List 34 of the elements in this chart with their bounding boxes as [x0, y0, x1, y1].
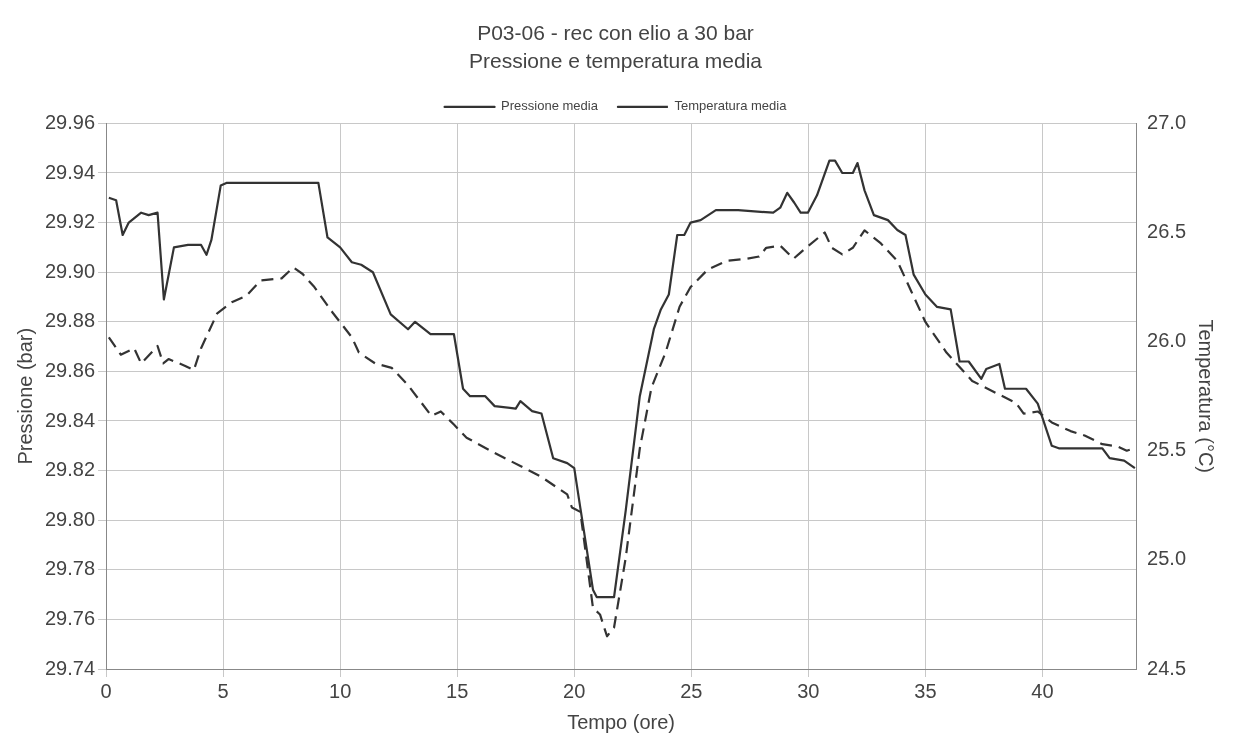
- legend-label: Pressione media: [501, 98, 599, 114]
- y-tick-label: 29.94: [44, 160, 96, 183]
- y-tick-label: 29.86: [44, 358, 96, 381]
- x-tick-label: 15: [446, 679, 469, 702]
- y2-tick-label: 25.5: [1147, 438, 1187, 461]
- chart-title: P03-06 - rec con elio a 30 bar: [477, 21, 754, 45]
- y-tick-label: 29.74: [44, 656, 96, 679]
- y-tick-label: 29.88: [44, 309, 96, 332]
- y-tick-label: 29.84: [44, 408, 96, 431]
- y2-tick-label: 24.5: [1147, 656, 1187, 679]
- y-axis-title: Pressione (bar): [13, 327, 36, 465]
- x-tick-label: 5: [217, 679, 229, 702]
- x-tick-label: 35: [914, 679, 937, 702]
- y2-tick-label: 27.0: [1147, 110, 1187, 133]
- y-tick-label: 29.96: [44, 110, 96, 133]
- x-axis-title: Tempo (ore): [567, 710, 675, 733]
- x-tick-label: 25: [680, 679, 703, 702]
- y-tick-label: 29.90: [44, 259, 96, 282]
- x-tick-label: 40: [1031, 679, 1054, 702]
- x-tick-label: 0: [100, 679, 112, 702]
- y2-tick-label: 25.0: [1147, 547, 1187, 570]
- y2-tick-label: 26.5: [1147, 220, 1187, 243]
- y-tick-label: 29.80: [44, 507, 96, 530]
- y-tick-label: 29.92: [44, 210, 96, 233]
- y2-axis-title: Temperatura (°C): [1195, 319, 1218, 473]
- y2-tick-label: 26.0: [1147, 329, 1187, 352]
- chart-subtitle: Pressione e temperatura media: [469, 48, 763, 72]
- x-tick-label: 20: [563, 679, 586, 702]
- y-tick-label: 29.76: [44, 606, 96, 629]
- y-tick-label: 29.78: [44, 557, 96, 580]
- x-tick-label: 10: [329, 679, 352, 702]
- x-tick-label: 30: [797, 679, 820, 702]
- legend-label: Temperatura media: [674, 98, 788, 114]
- y-tick-label: 29.82: [44, 458, 96, 481]
